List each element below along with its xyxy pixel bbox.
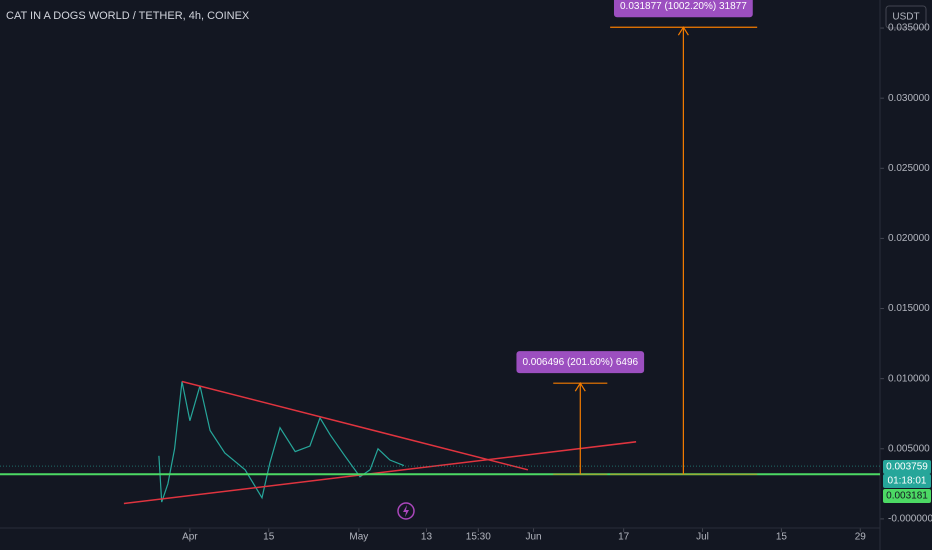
countdown-label-box (883, 474, 931, 488)
x-tick-label: Jun (525, 532, 541, 543)
x-tick-label: 15 (263, 532, 275, 543)
x-tick-label: 15:30 (466, 532, 491, 543)
arrow-head (574, 382, 586, 392)
measure-label-box (613, 0, 753, 18)
currency-button[interactable] (885, 5, 927, 29)
x-tick-label: Apr (182, 532, 198, 543)
x-tick-label: Jul (696, 532, 709, 543)
y-tick-label: -0.000000 (888, 514, 932, 525)
y-tick-label: 0.020000 (888, 233, 930, 244)
x-tick-label: 29 (855, 532, 867, 543)
y-tick-label: 0.025000 (888, 163, 930, 174)
event-icon[interactable] (397, 502, 415, 520)
x-tick-label: 13 (421, 532, 433, 543)
measure-label: 0.031877 (1002.20%) 31877 (620, 1, 747, 12)
support-label-box (883, 489, 931, 503)
currency-label[interactable]: USDT (892, 12, 919, 23)
y-tick-label: 0.010000 (888, 373, 930, 384)
x-tick-label: 15 (776, 532, 788, 543)
trend-line (181, 380, 529, 471)
countdown-label: 01:18:01 (888, 476, 927, 487)
y-tick-label: 0.005000 (888, 443, 930, 454)
measure-label-box (516, 351, 645, 374)
trend-line (123, 441, 637, 505)
chart-title: CAT IN A DOGS WORLD / TETHER, 4h, COINEX (6, 10, 250, 22)
y-tick-label: 0.030000 (888, 93, 930, 104)
y-tick-label: 0.015000 (888, 303, 930, 314)
last-price-label-box (883, 460, 931, 474)
x-tick-label: May (349, 532, 368, 543)
arrow-head (677, 26, 689, 36)
event-bolt (403, 505, 409, 517)
x-tick-label: 17 (618, 532, 630, 543)
support-label: 0.003181 (886, 491, 928, 502)
measure-label: 0.006496 (201.60%) 6496 (522, 357, 638, 368)
y-tick-label: 0.035000 (888, 23, 930, 34)
last-price-label: 0.003759 (886, 462, 928, 473)
